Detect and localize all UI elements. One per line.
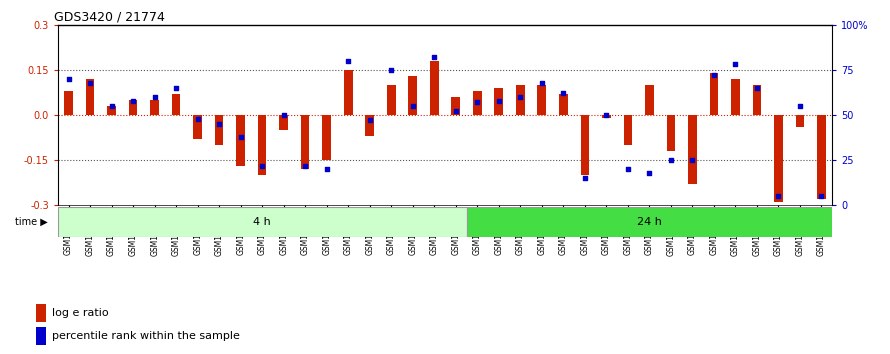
Bar (774, 115, 782, 202)
Text: time ▶: time ▶ (15, 217, 48, 227)
Point (169, 85, 183, 91)
Bar (129, 100, 137, 115)
Text: GDS3420 / 21774: GDS3420 / 21774 (54, 11, 165, 24)
Bar (172, 94, 181, 115)
Text: log e ratio: log e ratio (52, 308, 109, 318)
Bar (688, 115, 697, 184)
Bar (602, 115, 611, 118)
Bar (344, 70, 352, 115)
Bar (237, 115, 245, 166)
Bar (451, 97, 460, 115)
Text: 24 h: 24 h (637, 217, 662, 227)
Point (427, 55, 441, 60)
Bar (279, 115, 288, 130)
Bar (559, 94, 568, 115)
Bar (645, 85, 653, 115)
Point (578, 176, 592, 181)
Bar (731, 79, 740, 115)
Bar (817, 115, 826, 199)
Bar (709, 73, 718, 115)
Point (814, 193, 829, 199)
Bar (301, 115, 310, 169)
Bar (538, 85, 546, 115)
Point (470, 99, 484, 105)
Bar (36, 327, 46, 345)
Point (685, 157, 700, 163)
Point (104, 103, 118, 109)
Point (749, 85, 764, 91)
Text: percentile rank within the sample: percentile rank within the sample (52, 331, 239, 341)
Point (728, 62, 742, 67)
Point (384, 67, 399, 73)
Point (406, 103, 420, 109)
Bar (108, 106, 116, 115)
Point (707, 73, 721, 78)
Bar (258, 115, 266, 175)
Point (126, 98, 141, 103)
Bar (193, 115, 202, 139)
Point (83, 80, 97, 85)
Point (277, 112, 291, 118)
Point (298, 163, 312, 169)
Point (148, 94, 162, 100)
Point (772, 193, 786, 199)
Bar (366, 115, 374, 136)
Point (620, 166, 635, 172)
Bar (150, 100, 159, 115)
Point (491, 98, 506, 103)
Bar (466, 207, 832, 237)
Bar (580, 115, 589, 175)
Bar (387, 85, 395, 115)
Point (362, 118, 376, 123)
Bar (473, 91, 481, 115)
Point (320, 166, 334, 172)
Bar (516, 85, 524, 115)
Bar (36, 304, 46, 321)
Bar (796, 115, 805, 127)
Bar (430, 61, 439, 115)
Point (212, 121, 226, 127)
Point (793, 103, 807, 109)
Bar (214, 115, 223, 145)
Bar (495, 88, 503, 115)
Point (341, 58, 355, 64)
Point (535, 80, 549, 85)
Bar (85, 79, 94, 115)
Bar (64, 91, 73, 115)
Point (643, 170, 657, 176)
Point (664, 157, 678, 163)
Point (514, 94, 528, 100)
Bar (409, 76, 417, 115)
Bar (753, 85, 761, 115)
Point (599, 112, 613, 118)
Text: 4 h: 4 h (254, 217, 271, 227)
Point (255, 163, 270, 169)
Point (190, 116, 205, 121)
Point (556, 91, 570, 96)
Bar (624, 115, 632, 145)
Bar (667, 115, 676, 151)
Point (449, 109, 463, 114)
Bar (322, 115, 331, 160)
Point (233, 134, 247, 139)
Point (61, 76, 76, 82)
Bar (58, 207, 466, 237)
